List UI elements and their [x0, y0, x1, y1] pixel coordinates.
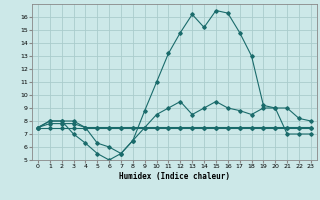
X-axis label: Humidex (Indice chaleur): Humidex (Indice chaleur)	[119, 172, 230, 181]
